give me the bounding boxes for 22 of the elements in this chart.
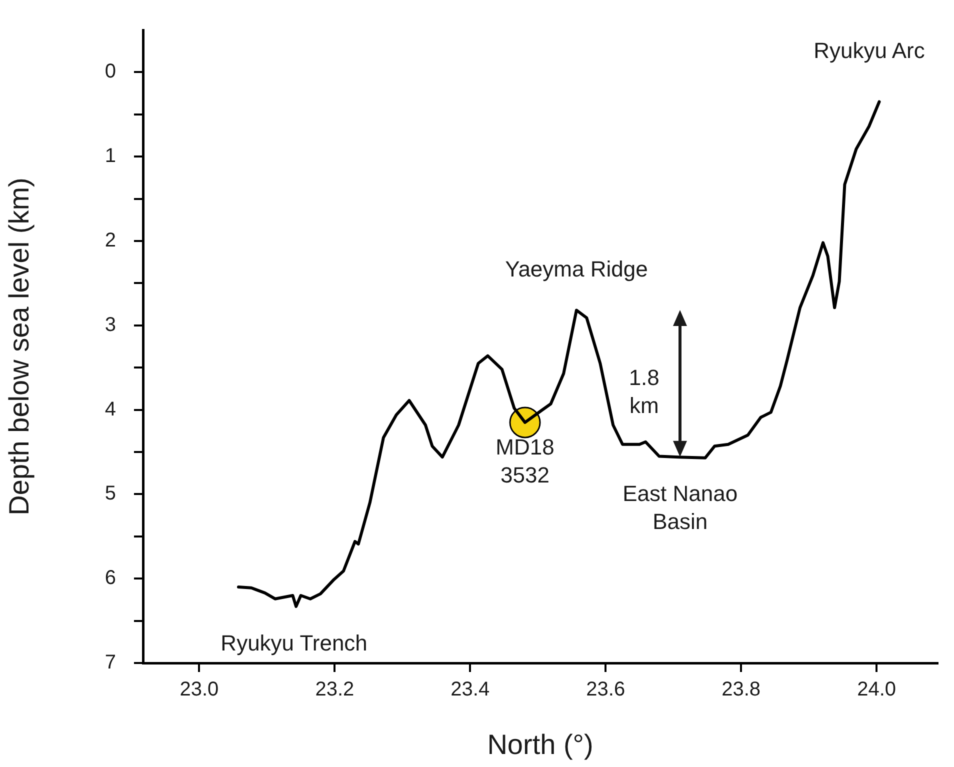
y-tick-label: 7 [104,652,116,674]
x-tick-label: 23.0 [180,678,219,701]
x-tick-label: 24.0 [857,678,896,701]
y-tick-label: 1 [104,145,116,168]
annotation: East Nanao Basin [622,481,738,534]
y-tick-label: 3 [104,314,116,336]
annotation: Ryukyu Trench [220,630,368,656]
y-tick-label: 4 [104,398,116,420]
annotation: Ryukyu Arc [814,38,925,63]
x-tick-label: 23.2 [315,678,354,701]
y-axis-title: Depth below sea level (km) [4,178,35,516]
x-tick-label: 23.6 [586,678,626,701]
x-tick-label: 23.8 [722,678,761,701]
x-tick-label: 23.4 [450,678,490,701]
y-tick-label: 2 [104,230,116,252]
annotation: Yaeyma Ridge [505,256,648,282]
annotation: 1.8 km [628,365,660,418]
y-tick-label: 0 [104,60,116,83]
x-axis-title: North (°) [487,728,594,760]
annotation: MD18 3532 [496,434,554,488]
y-tick-label: 5 [104,482,116,505]
y-tick-label: 6 [104,567,116,590]
